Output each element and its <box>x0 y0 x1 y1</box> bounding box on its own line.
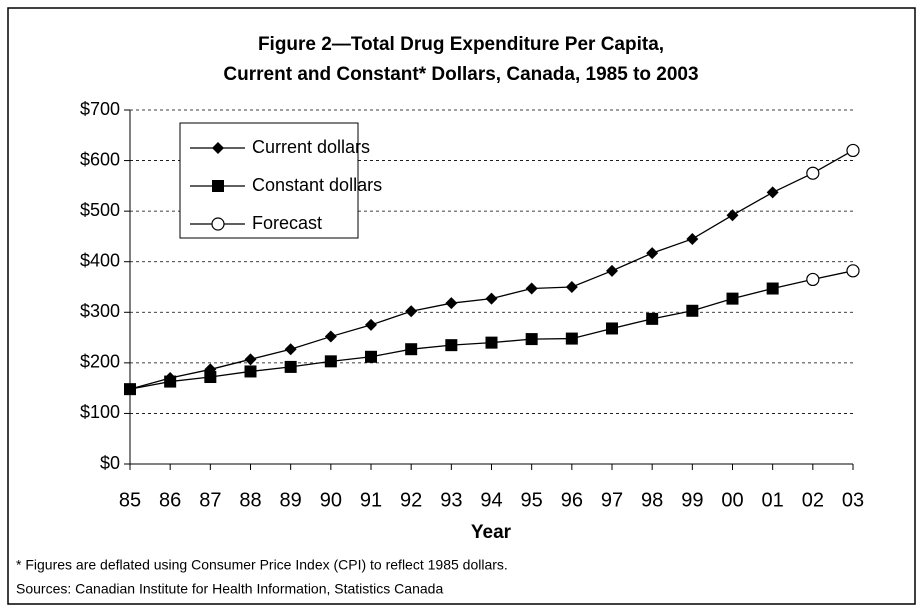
square-marker <box>606 322 618 335</box>
y-tick-label: $100 <box>80 402 120 422</box>
x-tick-label: 91 <box>360 489 382 511</box>
square-marker <box>686 304 699 317</box>
diamond-marker <box>244 353 257 366</box>
x-tick-label: 01 <box>762 489 784 511</box>
forecast-marker <box>846 264 860 278</box>
forecast-marker <box>806 166 820 180</box>
source-note: Sources: Canadian Institute for Health I… <box>16 581 443 597</box>
legend-marker <box>212 142 224 154</box>
forecast-marker <box>806 272 820 287</box>
square-marker <box>565 332 578 345</box>
y-tick-label: $300 <box>80 301 120 321</box>
diamond-marker <box>445 297 458 310</box>
footnote: * Figures are deflated using Consumer Pr… <box>16 557 508 573</box>
square-marker <box>365 350 377 363</box>
diamond-marker <box>525 282 538 295</box>
x-tick-label: 99 <box>681 489 703 511</box>
x-tick-label: 96 <box>561 489 583 511</box>
x-tick-label: 92 <box>400 489 422 511</box>
diamond-marker <box>565 281 578 293</box>
diamond-marker <box>726 209 739 222</box>
y-tick-label: $0 <box>100 453 120 473</box>
x-tick-label: 94 <box>480 489 502 511</box>
square-marker <box>324 355 337 368</box>
x-tick-label: 86 <box>159 489 181 511</box>
legend-label: Constant dollars <box>252 175 382 195</box>
diamond-marker <box>485 292 498 305</box>
diamond-marker <box>606 264 618 277</box>
y-tick-label: $700 <box>80 99 120 119</box>
square-marker <box>485 336 498 349</box>
x-tick-label: 85 <box>119 489 141 511</box>
x-tick-label: 02 <box>802 489 824 511</box>
chart-title: Figure 2—Total Drug Expenditure Per Capi… <box>258 34 664 55</box>
x-tick-label: 93 <box>440 489 462 511</box>
x-tick-label: 98 <box>641 489 663 511</box>
x-tick-label: 95 <box>521 489 543 511</box>
diamond-marker <box>405 305 418 318</box>
square-marker <box>445 339 458 352</box>
diamond-marker <box>324 330 337 343</box>
x-tick-label: 89 <box>280 489 302 511</box>
diamond-marker <box>686 232 699 245</box>
y-tick-label: $400 <box>80 250 120 270</box>
legend-marker <box>212 180 224 192</box>
chart-title: Current and Constant* Dollars, Canada, 1… <box>223 64 698 85</box>
x-tick-label: 87 <box>199 489 221 511</box>
y-tick-label: $500 <box>80 200 120 220</box>
forecast-marker <box>846 143 860 158</box>
square-marker <box>204 371 217 384</box>
x-tick-label: 90 <box>320 489 342 511</box>
diamond-marker <box>365 318 377 331</box>
square-marker <box>284 360 297 373</box>
frame <box>7 7 916 605</box>
square-marker <box>525 333 538 346</box>
legend-label: Current dollars <box>252 137 370 157</box>
square-marker <box>244 365 257 378</box>
diamond-marker <box>646 247 659 260</box>
legend-box <box>179 122 359 239</box>
y-tick-label: $600 <box>80 149 120 169</box>
x-tick-label: 00 <box>721 489 743 511</box>
x-axis-label: Year <box>471 522 512 543</box>
square-marker <box>646 312 659 325</box>
square-marker <box>726 292 739 305</box>
square-marker <box>164 375 177 388</box>
x-tick-label: 88 <box>239 489 261 511</box>
diamond-marker <box>284 343 297 356</box>
legend-marker <box>211 217 225 231</box>
y-tick-label: $200 <box>80 352 120 372</box>
square-marker <box>405 343 418 356</box>
diamond-marker <box>766 186 779 199</box>
square-marker <box>766 282 779 295</box>
x-tick-label: 97 <box>601 489 623 511</box>
square-marker <box>124 383 136 396</box>
legend-label: Forecast <box>252 213 322 233</box>
x-tick-label: 03 <box>842 489 864 511</box>
